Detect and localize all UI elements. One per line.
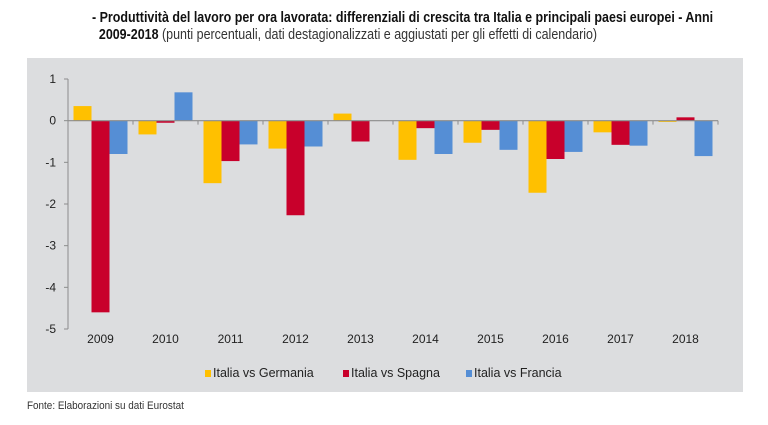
bar-italia-vs-francia-2009 [109,120,128,154]
bar-italia-vs-germania-2016 [528,120,547,193]
bar-italia-vs-francia-2018 [694,120,713,157]
x-tick-labels: 2009 2010 2011 2012 2013 2014 2015 2016 2017 2018 [87,332,699,346]
bar-italia-vs-spagna-2016 [546,120,565,159]
title-line-1: - Produttività del lavoro per ora lavora… [92,10,714,26]
bar-italia-vs-spagna-2011 [221,120,240,162]
bar-italia-vs-spagna-2014 [416,120,435,129]
bar-italia-vs-spagna-2009 [91,120,110,313]
x-axis [68,120,719,125]
x-tick-label: 2012 [282,332,309,346]
bar-italia-vs-spagna-2018 [676,117,695,121]
y-axis: 1 0 -1 -2 -3 -4 -5 [45,72,69,336]
bar-italia-vs-germania-2018 [658,120,677,122]
bars [73,92,713,313]
x-tick-label: 2011 [218,332,244,346]
bar-italia-vs-germania-2009 [73,106,92,121]
bar-italia-vs-germania-2011 [203,120,222,184]
legend: Italia vs Germania Italia vs Spagna Italia… [205,366,562,380]
bar-italia-vs-francia-2012 [304,120,323,147]
bar-italia-vs-germania-2014 [398,120,417,160]
legend-label: Italia vs Germania [213,366,314,380]
bar-italia-vs-francia-2017 [629,120,648,146]
y-tick-label: -2 [45,197,56,211]
legend-swatch [343,370,349,377]
y-tick-label: -5 [45,322,56,336]
y-tick-label: -1 [45,155,56,169]
bar-italia-vs-francia-2016 [564,120,583,152]
bar-italia-vs-francia-2010 [174,92,193,121]
chart-subtitle: (punti percentuali, dati destagionalizza… [158,27,598,43]
x-tick-label: 2017 [607,332,634,346]
x-tick-label: 2016 [542,332,569,346]
legend-label: Italia vs Francia [474,366,562,380]
bar-italia-vs-francia-2011 [239,120,258,145]
x-tick-label: 2018 [672,332,699,346]
bar-italia-vs-spagna-2017 [611,120,630,145]
bar-italia-vs-francia-2015 [499,120,518,150]
bar-italia-vs-spagna-2010 [156,120,175,123]
source-note: Fonte: Elaborazioni su dati Eurostat [27,400,184,412]
chart-panel [27,58,743,392]
bar-italia-vs-germania-2010 [138,120,157,135]
chart-title: - Produttività del lavoro per ora lavora… [92,10,713,44]
legend-label: Italia vs Spagna [351,366,440,380]
x-tick-label: 2009 [87,332,114,346]
bar-italia-vs-germania-2015 [463,120,482,143]
y-tick-label: 1 [49,72,56,86]
legend-swatch [466,370,472,377]
x-tick-label: 2015 [477,332,504,346]
bar-italia-vs-germania-2017 [593,120,612,133]
bar-italia-vs-germania-2012 [268,120,287,149]
x-tick-label: 2013 [347,332,374,346]
y-tick-label: -4 [45,280,56,294]
bar-italia-vs-spagna-2013 [351,120,370,142]
y-tick-label: -3 [45,239,56,253]
y-tick-label: 0 [49,114,56,128]
title-years: 2009-2018 [98,27,159,43]
bar-italia-vs-spagna-2012 [286,120,305,216]
bar-italia-vs-germania-2013 [333,113,352,121]
legend-swatch [205,370,211,377]
x-tick-label: 2010 [152,332,179,346]
x-tick-label: 2014 [412,332,439,346]
bar-italia-vs-spagna-2015 [481,120,500,130]
bar-italia-vs-francia-2014 [434,120,453,154]
